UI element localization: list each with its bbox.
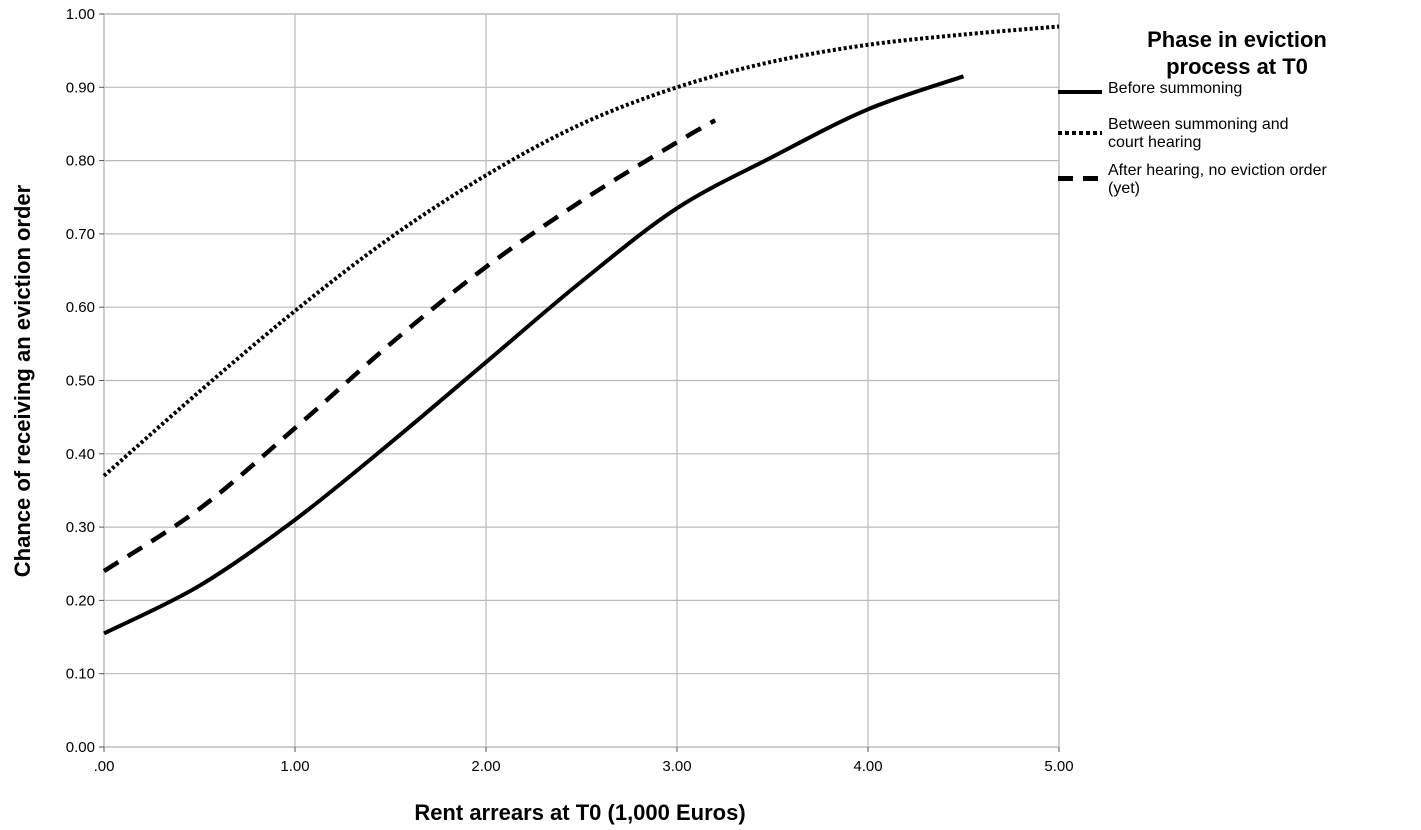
legend-title-line1: Phase in eviction [1147,27,1327,52]
grid-lines [103,13,1060,748]
legend-label-between-line1: Between summoning and [1108,116,1289,133]
legend-item-between-summoning: Between summoning and court hearing [1056,116,1418,160]
axes [99,13,1060,752]
legend: Phase in eviction process at T0 Before s… [1056,26,1418,204]
legend-title: Phase in eviction process at T0 [1056,26,1418,80]
legend-label-before-summoning: Before summoning [1108,80,1243,97]
x-tick-label: 2.00 [471,758,500,775]
x-tick-label: .00 [94,758,115,775]
y-tick-label: 0.50 [66,373,95,390]
legend-label-after-hearing: After hearing, no eviction order (yet) [1108,162,1418,198]
y-tick-label: 0.40 [66,446,95,463]
legend-label-between-summoning: Between summoning and court hearing [1108,116,1418,152]
legend-title-line2: process at T0 [1166,54,1308,79]
legend-label-after-line1: After hearing, no eviction order [1108,162,1327,179]
series-line-dashed [102,118,717,573]
y-tick-label: 0.10 [66,666,95,683]
y-axis-title: Chance of receiving an eviction order [10,184,35,577]
legend-label-after-line2: (yet) [1108,180,1140,197]
series-line-dotted [102,24,1060,478]
y-tick-label: 0.80 [66,153,95,170]
y-tick-label: 0.20 [66,592,95,609]
x-tick-label: 1.00 [280,758,309,775]
tick-labels: .00 1.00 2.00 3.00 4.00 5.00 0.00 0.10 0.20 0.30 0… [66,6,1074,775]
legend-swatch-dashed [1058,176,1102,181]
x-tick-label: 3.00 [662,758,691,775]
legend-item-after-hearing: After hearing, no eviction order (yet) [1056,160,1418,204]
series-layer [102,24,1060,636]
x-tick-label: 4.00 [853,758,882,775]
y-tick-label: 0.70 [66,226,95,243]
series-line-solid [103,74,965,636]
x-axis-title: Rent arrears at T0 (1,000 Euros) [414,800,745,825]
legend-swatch-dotted [1058,131,1102,135]
legend-label-between-line2: court hearing [1108,134,1202,151]
y-tick-label: 0.90 [66,79,95,96]
y-tick-label: 0.00 [66,739,95,756]
legend-item-before-summoning: Before summoning [1056,80,1418,116]
y-tick-label: 1.00 [66,6,95,23]
y-tick-label: 0.30 [66,519,95,536]
x-tick-label: 5.00 [1044,758,1073,775]
y-tick-label: 0.60 [66,299,95,316]
legend-swatch-solid [1058,90,1102,94]
